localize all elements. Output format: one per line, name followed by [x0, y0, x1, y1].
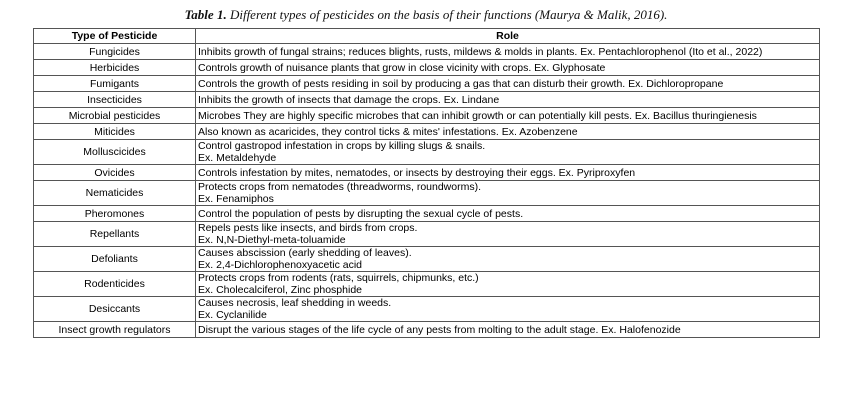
pesticide-type-cell: Insecticides: [33, 91, 196, 108]
pesticide-type-cell: Insect growth regulators: [33, 321, 196, 338]
role-text-line: Control gastropod infestation in crops b…: [198, 140, 486, 152]
role-text-line: Control the population of pests by disru…: [198, 207, 524, 220]
caption-label: Table 1.: [184, 7, 227, 22]
pesticide-role-cell: Causes necrosis, leaf shedding in weeds.…: [195, 296, 820, 322]
table-row: Insect growth regulators Disrupt the vari…: [33, 321, 820, 338]
role-text-line: Protects crops from nematodes (threadwor…: [198, 181, 482, 193]
pesticide-role-cell: Protects crops from rodents (rats, squir…: [195, 271, 820, 297]
column-header-role: Role: [195, 28, 820, 44]
pesticide-type-cell: Rodenticides: [33, 271, 196, 297]
table-row: Miticides Also known as acaricides, they …: [33, 123, 820, 140]
table-row: Repellants Repels pests like insects, and…: [33, 221, 820, 247]
role-text-line: Repels pests like insects, and birds fro…: [198, 222, 418, 234]
table-row: Rodenticides Protects crops from rodents …: [33, 271, 820, 297]
caption-text: Different types of pesticides on the bas…: [229, 7, 668, 22]
pesticide-role-cell: Controls infestation by mites, nematodes…: [195, 164, 820, 181]
table-row: Ovicides Controls infestation by mites, n…: [33, 164, 820, 181]
pesticide-role-cell: Control gastropod infestation in crops b…: [195, 139, 820, 165]
pesticide-role-cell: Causes abscission (early shedding of lea…: [195, 246, 820, 272]
table-row: Fumigants Controls the growth of pests re…: [33, 75, 820, 92]
pesticide-type-cell: Fungicides: [33, 43, 196, 60]
role-text-line: Disrupt the various stages of the life c…: [198, 323, 681, 336]
role-text-line: Ex. Fenamiphos: [198, 193, 274, 205]
table-body: Fungicides Inhibits growth of fungal stra…: [33, 43, 820, 338]
table-row: Herbicides Controls growth of nuisance pl…: [33, 59, 820, 76]
role-text-line: Also known as acaricides, they control t…: [198, 125, 578, 138]
pesticide-role-cell: Controls the growth of pests residing in…: [195, 75, 820, 92]
role-text-line: Ex. Cyclanilide: [198, 309, 267, 321]
pesticide-type-cell: Fumigants: [33, 75, 196, 92]
pesticide-role-cell: Also known as acaricides, they control t…: [195, 123, 820, 140]
role-text-line: Ex. N,N-Diethyl-meta-toluamide: [198, 234, 346, 246]
table-row: Desiccants Causes necrosis, leaf shedding…: [33, 296, 820, 322]
pesticide-role-cell: Controls growth of nuisance plants that …: [195, 59, 820, 76]
role-text-line: Inhibits the growth of insects that dama…: [198, 93, 500, 106]
pesticide-role-cell: Protects crops from nematodes (threadwor…: [195, 180, 820, 206]
role-text-line: Causes abscission (early shedding of lea…: [198, 247, 412, 259]
pesticide-role-cell: Inhibits the growth of insects that dama…: [195, 91, 820, 108]
role-text-line: Controls growth of nuisance plants that …: [198, 61, 606, 74]
table-caption: Table 1. Different types of pesticides o…: [0, 7, 852, 23]
table-row: Defoliants Causes abscission (early shedd…: [33, 246, 820, 272]
role-text-line: Controls the growth of pests residing in…: [198, 77, 724, 90]
pesticide-type-cell: Herbicides: [33, 59, 196, 76]
role-text-line: Controls infestation by mites, nematodes…: [198, 166, 636, 179]
column-header-type: Type of Pesticide: [33, 28, 196, 44]
pesticide-role-cell: Repels pests like insects, and birds fro…: [195, 221, 820, 247]
table-row: Insecticides Inhibits the growth of insec…: [33, 91, 820, 108]
pesticide-type-cell: Nematicides: [33, 180, 196, 206]
pesticide-role-cell: Microbes They are highly specific microb…: [195, 107, 820, 124]
role-text-line: Causes necrosis, leaf shedding in weeds.: [198, 297, 392, 309]
pesticide-role-cell: Inhibits growth of fungal strains; reduc…: [195, 43, 820, 60]
pesticide-type-cell: Defoliants: [33, 246, 196, 272]
pesticide-table: Type of Pesticide Role Fungicides Inhibit…: [33, 28, 820, 338]
role-text-line: Ex. Metaldehyde: [198, 152, 277, 164]
table-header-row: Type of Pesticide Role: [33, 28, 820, 44]
pesticide-type-cell: Desiccants: [33, 296, 196, 322]
role-text-line: Ex. 2,4-Dichlorophenoxyacetic acid: [198, 259, 363, 271]
table-row: Nematicides Protects crops from nematodes…: [33, 180, 820, 206]
pesticide-type-cell: Miticides: [33, 123, 196, 140]
role-text-line: Ex. Cholecalciferol, Zinc phosphide: [198, 284, 363, 296]
table-row: Microbial pesticides Microbes They are hi…: [33, 107, 820, 124]
pesticide-type-cell: Molluscicides: [33, 139, 196, 165]
table-row: Fungicides Inhibits growth of fungal stra…: [33, 43, 820, 60]
pesticide-type-cell: Repellants: [33, 221, 196, 247]
pesticide-role-cell: Disrupt the various stages of the life c…: [195, 321, 820, 338]
pesticide-type-cell: Ovicides: [33, 164, 196, 181]
role-text-line: Protects crops from rodents (rats, squir…: [198, 272, 479, 284]
pesticide-type-cell: Pheromones: [33, 205, 196, 222]
pesticide-type-cell: Microbial pesticides: [33, 107, 196, 124]
role-text-line: Microbes They are highly specific microb…: [198, 109, 757, 122]
table-row: Molluscicides Control gastropod infestati…: [33, 139, 820, 165]
role-text-line: Inhibits growth of fungal strains; reduc…: [198, 45, 763, 58]
pesticide-role-cell: Control the population of pests by disru…: [195, 205, 820, 222]
table-row: Pheromones Control the population of pest…: [33, 205, 820, 222]
